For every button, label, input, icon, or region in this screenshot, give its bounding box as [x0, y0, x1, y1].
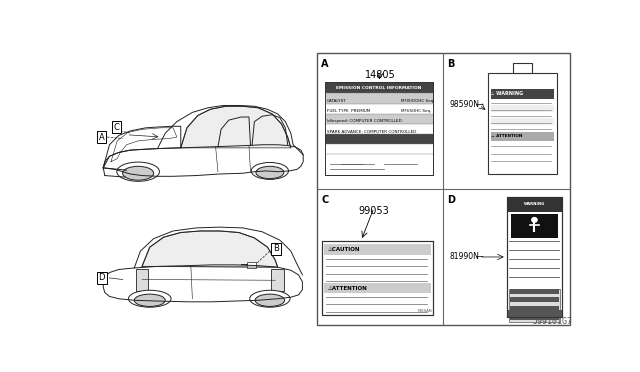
Bar: [507, 197, 562, 317]
Text: MFI/SOHC Seq.: MFI/SOHC Seq.: [401, 109, 431, 113]
Text: B: B: [447, 59, 455, 69]
Text: 81990N: 81990N: [450, 253, 479, 262]
Ellipse shape: [123, 166, 154, 180]
Text: C: C: [321, 195, 328, 205]
Bar: [324, 82, 433, 175]
Bar: [511, 214, 558, 238]
Ellipse shape: [252, 163, 289, 179]
Text: A: A: [321, 59, 328, 69]
Text: D: D: [99, 273, 105, 282]
Polygon shape: [180, 106, 291, 148]
Bar: [317, 53, 570, 325]
Bar: [491, 89, 554, 99]
Text: A: A: [99, 132, 104, 141]
Text: SPARK ADVANCE: COMPUTER CONTROLLED: SPARK ADVANCE: COMPUTER CONTROLLED: [327, 129, 416, 134]
Bar: [322, 241, 433, 315]
Bar: [324, 244, 431, 255]
Bar: [491, 118, 554, 125]
Text: C: C: [113, 122, 120, 132]
Text: J99101G7: J99101G7: [532, 317, 572, 326]
Text: NISSAN: NISSAN: [417, 309, 432, 313]
Text: MFIS/DOHC Seq.: MFIS/DOHC Seq.: [401, 99, 435, 103]
Text: Idlespeed: COMPUTER CONTROLLED: Idlespeed: COMPUTER CONTROLLED: [327, 119, 402, 124]
Text: —: —: [476, 100, 484, 109]
Text: 14805: 14805: [365, 70, 396, 80]
Text: —: —: [476, 253, 484, 262]
Bar: [136, 269, 148, 291]
Bar: [509, 289, 560, 322]
Bar: [324, 144, 433, 154]
Bar: [322, 241, 433, 315]
Text: 99053: 99053: [358, 206, 389, 216]
Ellipse shape: [255, 294, 285, 307]
Bar: [507, 197, 562, 317]
Text: WARNING: WARNING: [524, 202, 545, 206]
Ellipse shape: [531, 217, 538, 223]
Ellipse shape: [256, 166, 284, 179]
Bar: [507, 310, 562, 317]
Bar: [324, 154, 433, 165]
Bar: [491, 105, 554, 112]
Text: ⚠ATTENTION: ⚠ATTENTION: [328, 286, 367, 291]
Bar: [510, 306, 559, 311]
Bar: [510, 315, 559, 320]
Polygon shape: [142, 231, 278, 267]
Text: D: D: [447, 195, 455, 205]
Text: ⚠ WARNING: ⚠ WARNING: [490, 91, 524, 96]
Ellipse shape: [129, 290, 171, 307]
Ellipse shape: [117, 162, 159, 181]
Text: 98590N: 98590N: [450, 100, 479, 109]
Ellipse shape: [250, 290, 290, 307]
Bar: [246, 262, 256, 268]
Text: ⚠CAUTION: ⚠CAUTION: [328, 247, 360, 252]
Text: B: B: [273, 244, 279, 253]
Bar: [324, 104, 433, 114]
Bar: [324, 82, 433, 93]
Text: ⚠ ATTENTION: ⚠ ATTENTION: [491, 134, 522, 138]
Bar: [324, 93, 433, 104]
Bar: [324, 283, 431, 293]
Bar: [510, 297, 559, 302]
Bar: [324, 114, 433, 124]
Text: CATALYST: CATALYST: [327, 99, 347, 103]
Bar: [513, 62, 532, 74]
Bar: [324, 82, 433, 175]
Bar: [324, 134, 433, 144]
Text: FUEL TYPE  PREMIUM: FUEL TYPE PREMIUM: [327, 109, 370, 113]
Bar: [488, 74, 557, 174]
Bar: [491, 132, 554, 141]
Bar: [324, 124, 433, 134]
Bar: [510, 289, 559, 294]
Ellipse shape: [134, 294, 165, 307]
Bar: [271, 269, 284, 291]
Bar: [507, 197, 562, 212]
Text: EMISSION CONTROL INFORMATION: EMISSION CONTROL INFORMATION: [337, 86, 422, 90]
